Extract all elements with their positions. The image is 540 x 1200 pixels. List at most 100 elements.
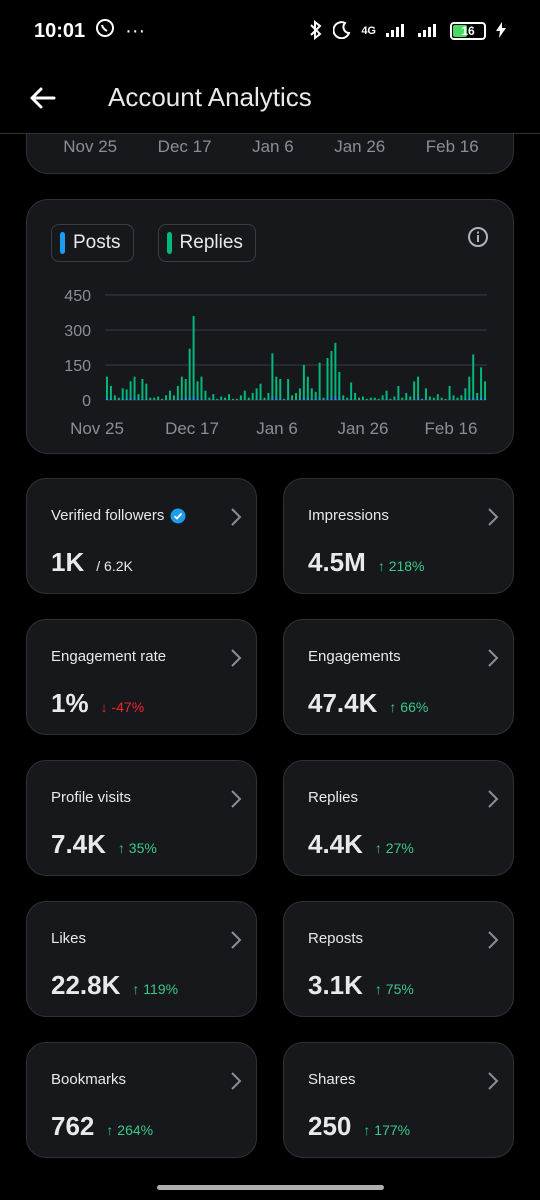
metric-label: Impressions: [308, 507, 389, 524]
replies-bar: [235, 398, 238, 400]
posts-bar: [275, 397, 278, 400]
metric-label: Engagements: [308, 648, 401, 665]
posts-bar: [417, 397, 420, 400]
metric-label: Likes: [51, 930, 87, 947]
metric-label: Bookmarks: [51, 1071, 127, 1088]
replies-bar: [314, 391, 317, 400]
posts-bar: [125, 398, 128, 400]
replies-bar: [318, 362, 321, 400]
replies-bar: [212, 394, 215, 400]
posts-bar: [141, 398, 144, 400]
metric-change: ↑ 264%: [106, 1122, 154, 1138]
replies-bar: [484, 381, 487, 400]
chevron-right-icon: [488, 790, 499, 808]
posts-bar: [184, 397, 187, 400]
posts-bar: [326, 397, 329, 400]
more-notifications-icon: ···: [125, 19, 146, 42]
metric-values: 22.8K ↑ 119%: [51, 970, 178, 1001]
posts-bar: [145, 398, 148, 400]
charging-icon: [496, 21, 506, 41]
replies-bar: [105, 376, 108, 400]
metric-card-shares[interactable]: Shares 250 ↑ 177%: [283, 1042, 514, 1158]
metric-card-profile-visits[interactable]: Profile visits 7.4K ↑ 35%: [26, 760, 257, 876]
metric-values: 4.4K ↑ 27%: [308, 829, 414, 860]
metric-value: 1K: [51, 547, 85, 577]
replies-bar: [168, 390, 171, 400]
posts-bar: [121, 398, 124, 400]
replies-bar: [271, 353, 274, 400]
posts-bar: [350, 398, 353, 400]
chevron-right-icon: [488, 931, 499, 949]
replies-bar: [251, 393, 254, 400]
metric-value: 22.8K: [51, 970, 121, 1000]
posts-bar: [298, 398, 301, 400]
replies-bar: [480, 367, 483, 400]
replies-bar: [247, 397, 250, 400]
metric-label-row: Profile visits: [51, 789, 131, 806]
replies-bar: [180, 376, 183, 400]
replies-bar: [291, 395, 294, 400]
page-title: Account Analytics: [108, 82, 312, 112]
replies-bar: [275, 376, 278, 400]
metric-card-engagements[interactable]: Engagements 47.4K ↑ 66%: [283, 619, 514, 735]
replies-bar: [322, 397, 325, 400]
metric-label: Reposts: [308, 930, 364, 947]
posts-bar: [302, 397, 305, 400]
metric-values: 47.4K ↑ 66%: [308, 688, 428, 719]
metric-label: Verified followers: [51, 507, 165, 524]
posts-bar: [196, 398, 199, 400]
posts-bar: [318, 397, 321, 400]
replies-bar: [424, 388, 427, 400]
x-label: Jan 6: [252, 137, 294, 156]
posts-bar: [448, 398, 451, 400]
chevron-right-icon: [231, 508, 242, 526]
posts-bar: [133, 397, 136, 400]
metrics-grid: Verified followers 1K / 6.2K Impressions 4.5…: [26, 478, 514, 1158]
metric-value: 47.4K: [308, 688, 378, 718]
replies-bar: [243, 390, 246, 400]
replies-bar: [350, 382, 353, 400]
legend-posts-toggle[interactable]: Posts: [51, 224, 134, 262]
replies-bar: [259, 383, 262, 400]
metric-label-row: Bookmarks: [51, 1071, 126, 1088]
metric-change: ↑ 218%: [377, 558, 425, 574]
metric-label: Replies: [308, 789, 359, 806]
replies-bar: [196, 381, 199, 400]
info-icon[interactable]: [467, 226, 489, 253]
verified-badge-icon: [170, 508, 186, 523]
replies-bar: [165, 395, 168, 400]
metric-card-engagement-rate[interactable]: Engagement rate 1% ↓ -47%: [26, 619, 257, 735]
metric-change: ↑ 177%: [363, 1122, 411, 1138]
replies-bar: [326, 358, 329, 400]
posts-bar: [480, 397, 483, 400]
replies-bar: [298, 388, 301, 400]
metric-card-replies[interactable]: Replies 4.4K ↑ 27%: [283, 760, 514, 876]
home-indicator[interactable]: [157, 1185, 384, 1190]
metric-card-impressions[interactable]: Impressions 4.5M ↑ 218%: [283, 478, 514, 594]
legend-replies-toggle[interactable]: Replies: [157, 224, 256, 262]
metric-card-likes[interactable]: Likes 22.8K ↑ 119%: [26, 901, 257, 1017]
back-button[interactable]: [0, 62, 84, 134]
replies-bar: [125, 389, 128, 400]
metric-change: ↑ 119%: [132, 981, 179, 997]
metric-card-verified-followers[interactable]: Verified followers 1K / 6.2K: [26, 478, 257, 594]
replies-bar: [397, 386, 400, 400]
x-label: Feb 16: [425, 137, 479, 156]
chevron-right-icon: [231, 931, 242, 949]
metric-value: 4.4K: [308, 829, 363, 859]
replies-bar: [161, 398, 164, 400]
replies-bar: [409, 396, 412, 400]
chevron-right-icon: [488, 1072, 499, 1090]
metric-label: Engagement rate: [51, 648, 167, 665]
replies-bar: [354, 393, 357, 400]
replies-bar: [338, 372, 341, 400]
posts-bar: [310, 398, 313, 400]
replies-bar: [113, 395, 116, 400]
posts-bar: [168, 398, 171, 400]
metric-label-row: Impressions: [308, 507, 389, 524]
chevron-right-icon: [231, 1072, 242, 1090]
posts-swatch: [60, 232, 65, 254]
replies-bar: [157, 396, 160, 400]
metric-card-bookmarks[interactable]: Bookmarks 762 ↑ 264%: [26, 1042, 257, 1158]
metric-card-reposts[interactable]: Reposts 3.1K ↑ 75%: [283, 901, 514, 1017]
